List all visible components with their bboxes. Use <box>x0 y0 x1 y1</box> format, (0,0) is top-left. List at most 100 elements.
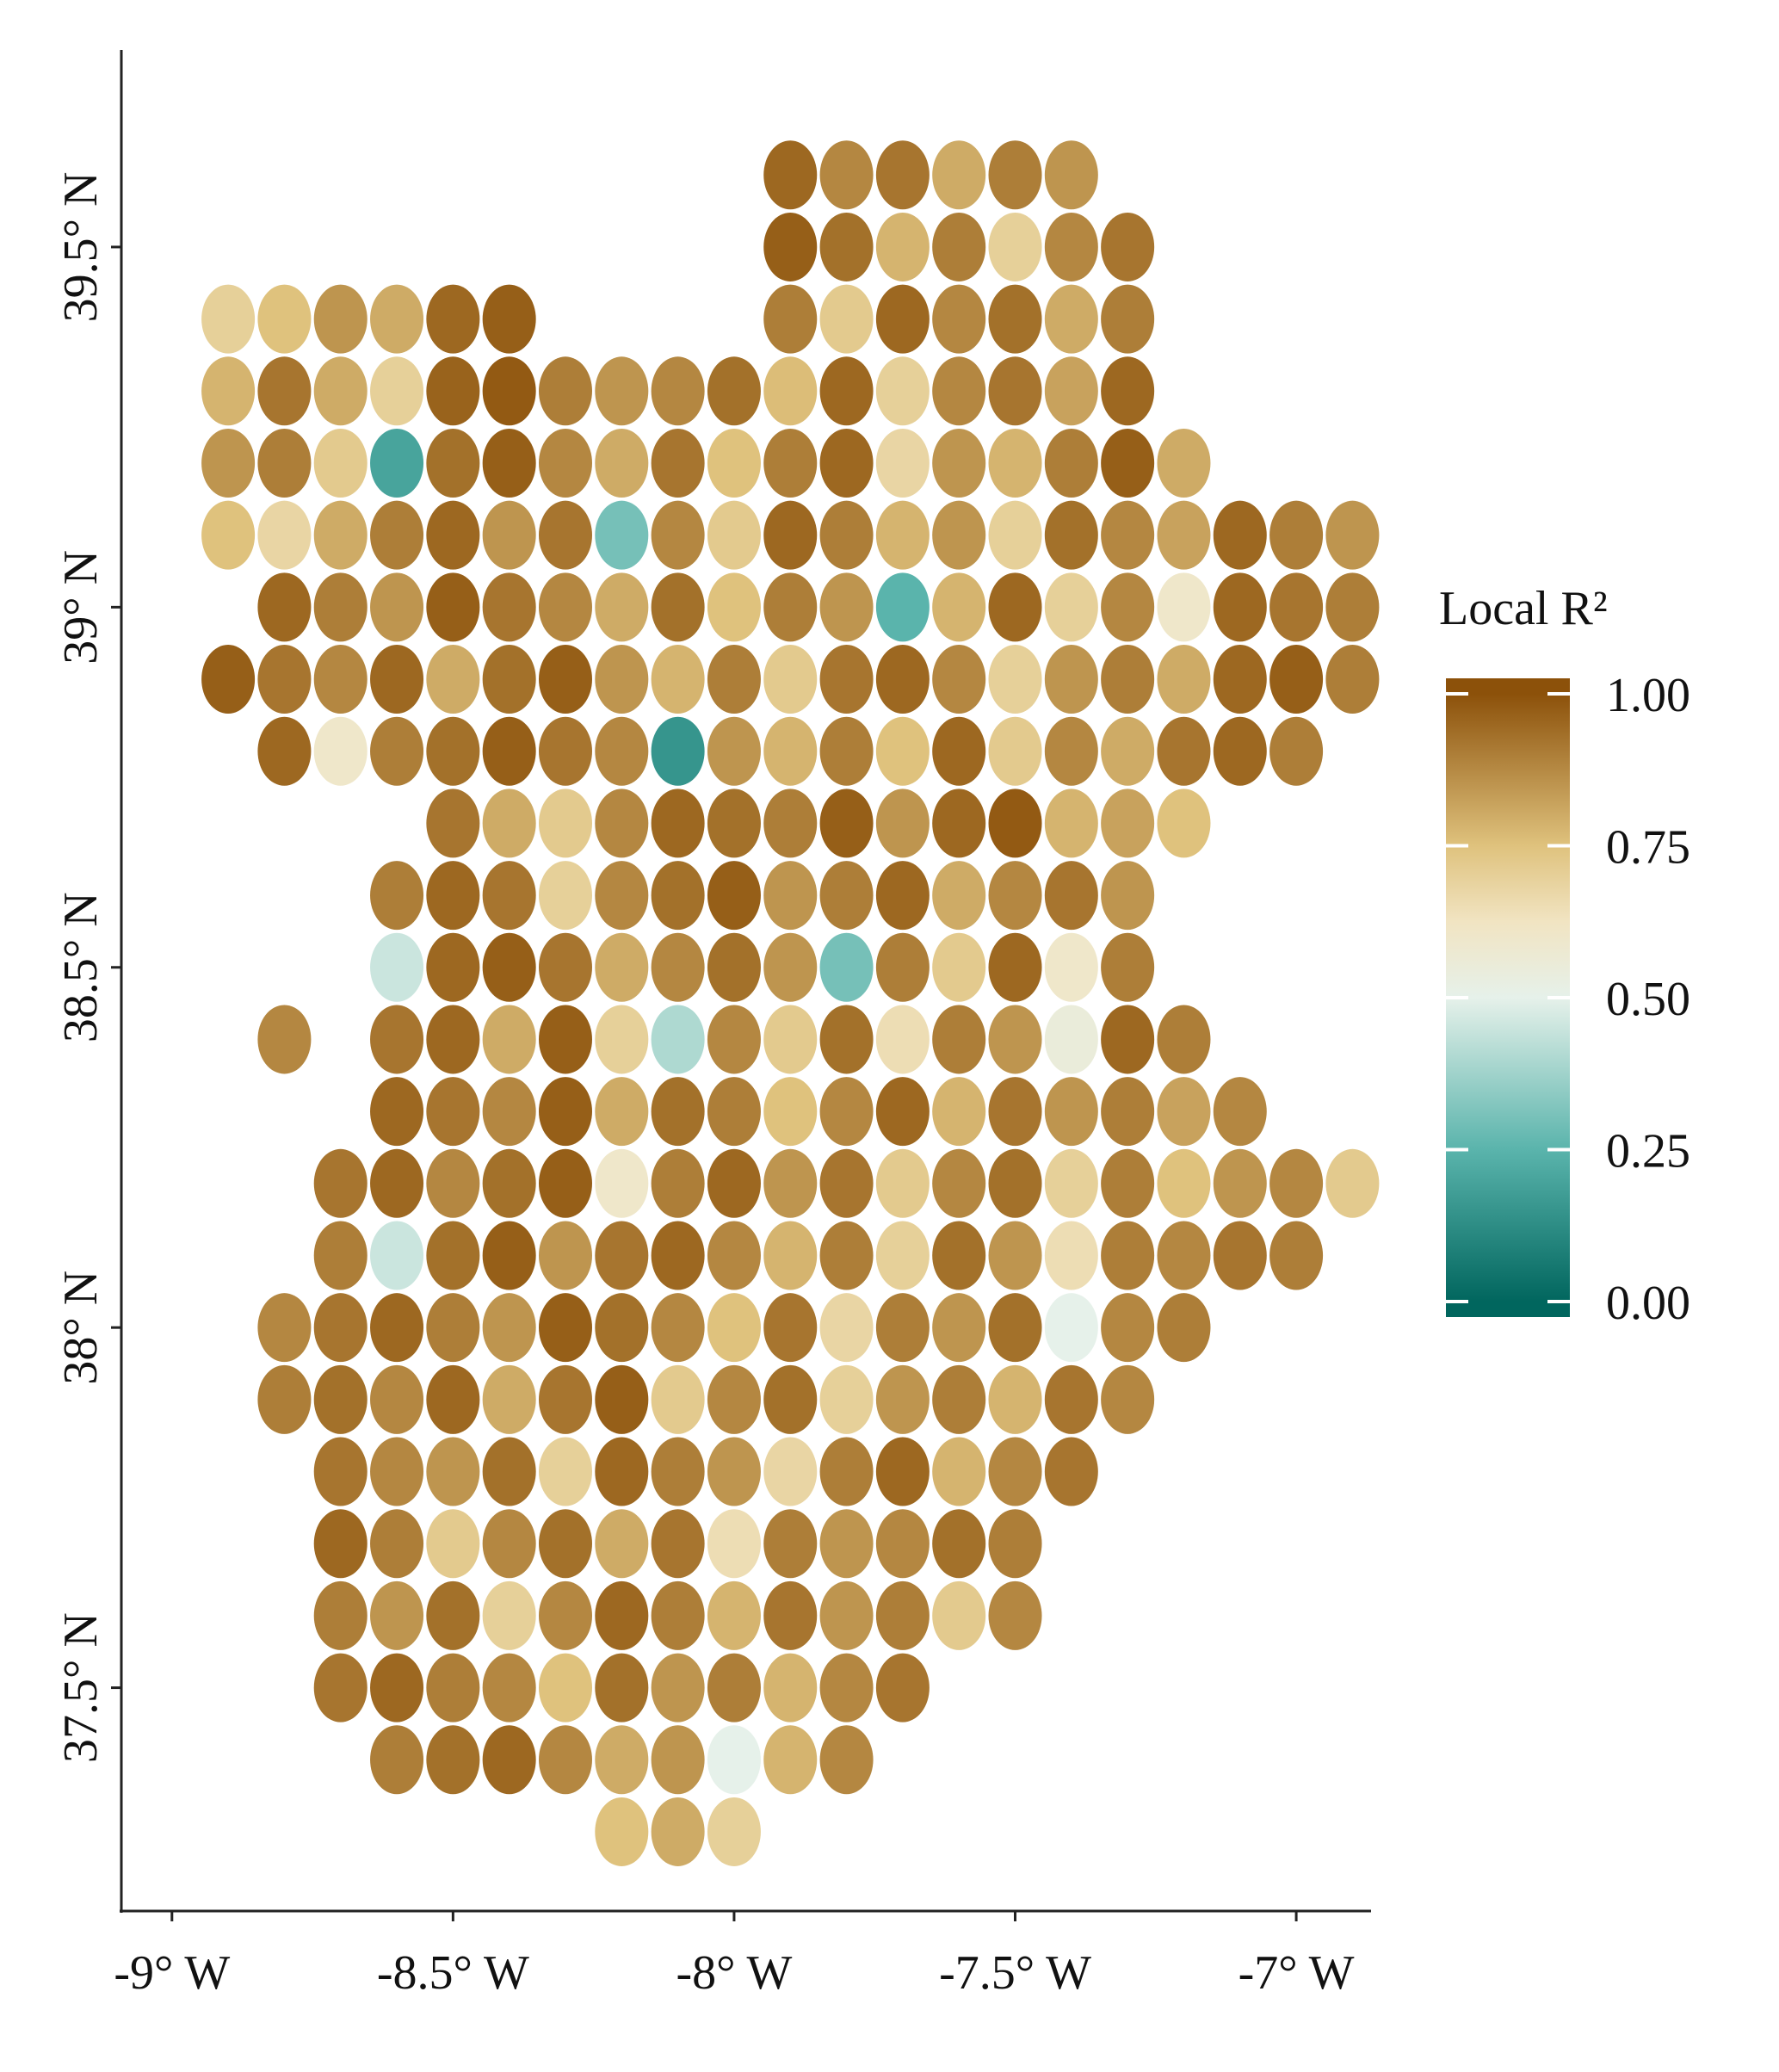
location-point <box>707 1293 761 1363</box>
location-point <box>257 716 312 786</box>
location-point <box>595 1437 649 1506</box>
location-point <box>1101 1148 1155 1218</box>
location-point <box>763 1653 818 1723</box>
location-point <box>988 1580 1042 1650</box>
location-point <box>875 1148 930 1218</box>
location-point <box>1101 428 1155 498</box>
location-point <box>1044 645 1098 714</box>
points-layer <box>201 140 1380 1866</box>
y-tick-label: 39.5° N <box>54 172 108 323</box>
location-point <box>875 1077 930 1147</box>
location-point <box>1044 1364 1098 1434</box>
location-point <box>707 1005 761 1074</box>
colorbar-label: 0.50 <box>1606 973 1690 1026</box>
location-point <box>707 1364 761 1434</box>
location-point <box>482 572 536 642</box>
location-point <box>763 1221 818 1290</box>
location-point <box>201 428 256 498</box>
location-point <box>1044 428 1098 498</box>
location-point <box>482 1077 536 1147</box>
location-point <box>988 932 1042 1002</box>
location-point <box>482 356 536 426</box>
location-point <box>538 716 592 786</box>
location-point <box>763 1077 818 1147</box>
location-point <box>595 645 649 714</box>
location-point <box>538 1725 592 1795</box>
location-point <box>707 1580 761 1650</box>
location-point <box>370 1148 424 1218</box>
location-point <box>538 1077 592 1147</box>
location-point <box>988 500 1042 570</box>
location-point <box>426 1437 480 1506</box>
location-point <box>988 1221 1042 1290</box>
location-point <box>932 140 986 210</box>
location-point <box>595 572 649 642</box>
location-point <box>1101 1364 1155 1434</box>
location-point <box>651 861 705 931</box>
location-point <box>1044 861 1098 931</box>
location-point <box>875 645 930 714</box>
location-point <box>1044 789 1098 858</box>
location-point <box>257 356 312 426</box>
location-point <box>875 212 930 281</box>
y-tick-label: 39° N <box>54 550 108 665</box>
location-point <box>1101 572 1155 642</box>
location-point <box>932 1364 986 1434</box>
location-point <box>932 1077 986 1147</box>
location-point <box>1157 1221 1211 1290</box>
location-point <box>875 1005 930 1074</box>
location-point <box>482 645 536 714</box>
location-point <box>370 645 424 714</box>
location-point <box>426 1005 480 1074</box>
location-point <box>370 1221 424 1290</box>
legend-title: Local R² <box>1439 582 1608 635</box>
location-point <box>819 212 874 281</box>
location-point <box>763 645 818 714</box>
location-point <box>426 1580 480 1650</box>
location-point <box>1101 212 1155 281</box>
location-point <box>819 789 874 858</box>
location-point <box>707 1509 761 1579</box>
location-point <box>932 645 986 714</box>
location-point <box>1044 1077 1098 1147</box>
location-point <box>988 428 1042 498</box>
location-point <box>370 1725 424 1795</box>
location-point <box>370 1364 424 1434</box>
location-point <box>651 428 705 498</box>
location-point <box>426 1221 480 1290</box>
location-point <box>201 356 256 426</box>
location-point <box>763 284 818 354</box>
colorbar-label: 0.75 <box>1606 821 1690 875</box>
location-point <box>707 1797 761 1866</box>
location-point <box>1213 572 1267 642</box>
location-point <box>426 932 480 1002</box>
location-point <box>426 500 480 570</box>
location-point <box>819 716 874 786</box>
location-point <box>988 140 1042 210</box>
location-point <box>313 1509 368 1579</box>
location-point <box>875 1364 930 1434</box>
location-point <box>595 1364 649 1434</box>
location-point <box>595 428 649 498</box>
location-point <box>257 284 312 354</box>
location-point <box>651 1148 705 1218</box>
location-point <box>482 1364 536 1434</box>
location-point <box>763 428 818 498</box>
location-point <box>763 1509 818 1579</box>
location-point <box>1157 716 1211 786</box>
location-point <box>819 572 874 642</box>
location-point <box>763 716 818 786</box>
location-point <box>819 1148 874 1218</box>
location-point <box>763 356 818 426</box>
location-point <box>1101 716 1155 786</box>
location-point <box>1213 1221 1267 1290</box>
x-tick-label: -8° W <box>676 1946 792 2000</box>
location-point <box>426 1509 480 1579</box>
location-point <box>538 572 592 642</box>
location-point <box>1101 1077 1155 1147</box>
location-point <box>1101 500 1155 570</box>
location-point <box>538 1364 592 1434</box>
location-point <box>988 1148 1042 1218</box>
location-point <box>707 1077 761 1147</box>
